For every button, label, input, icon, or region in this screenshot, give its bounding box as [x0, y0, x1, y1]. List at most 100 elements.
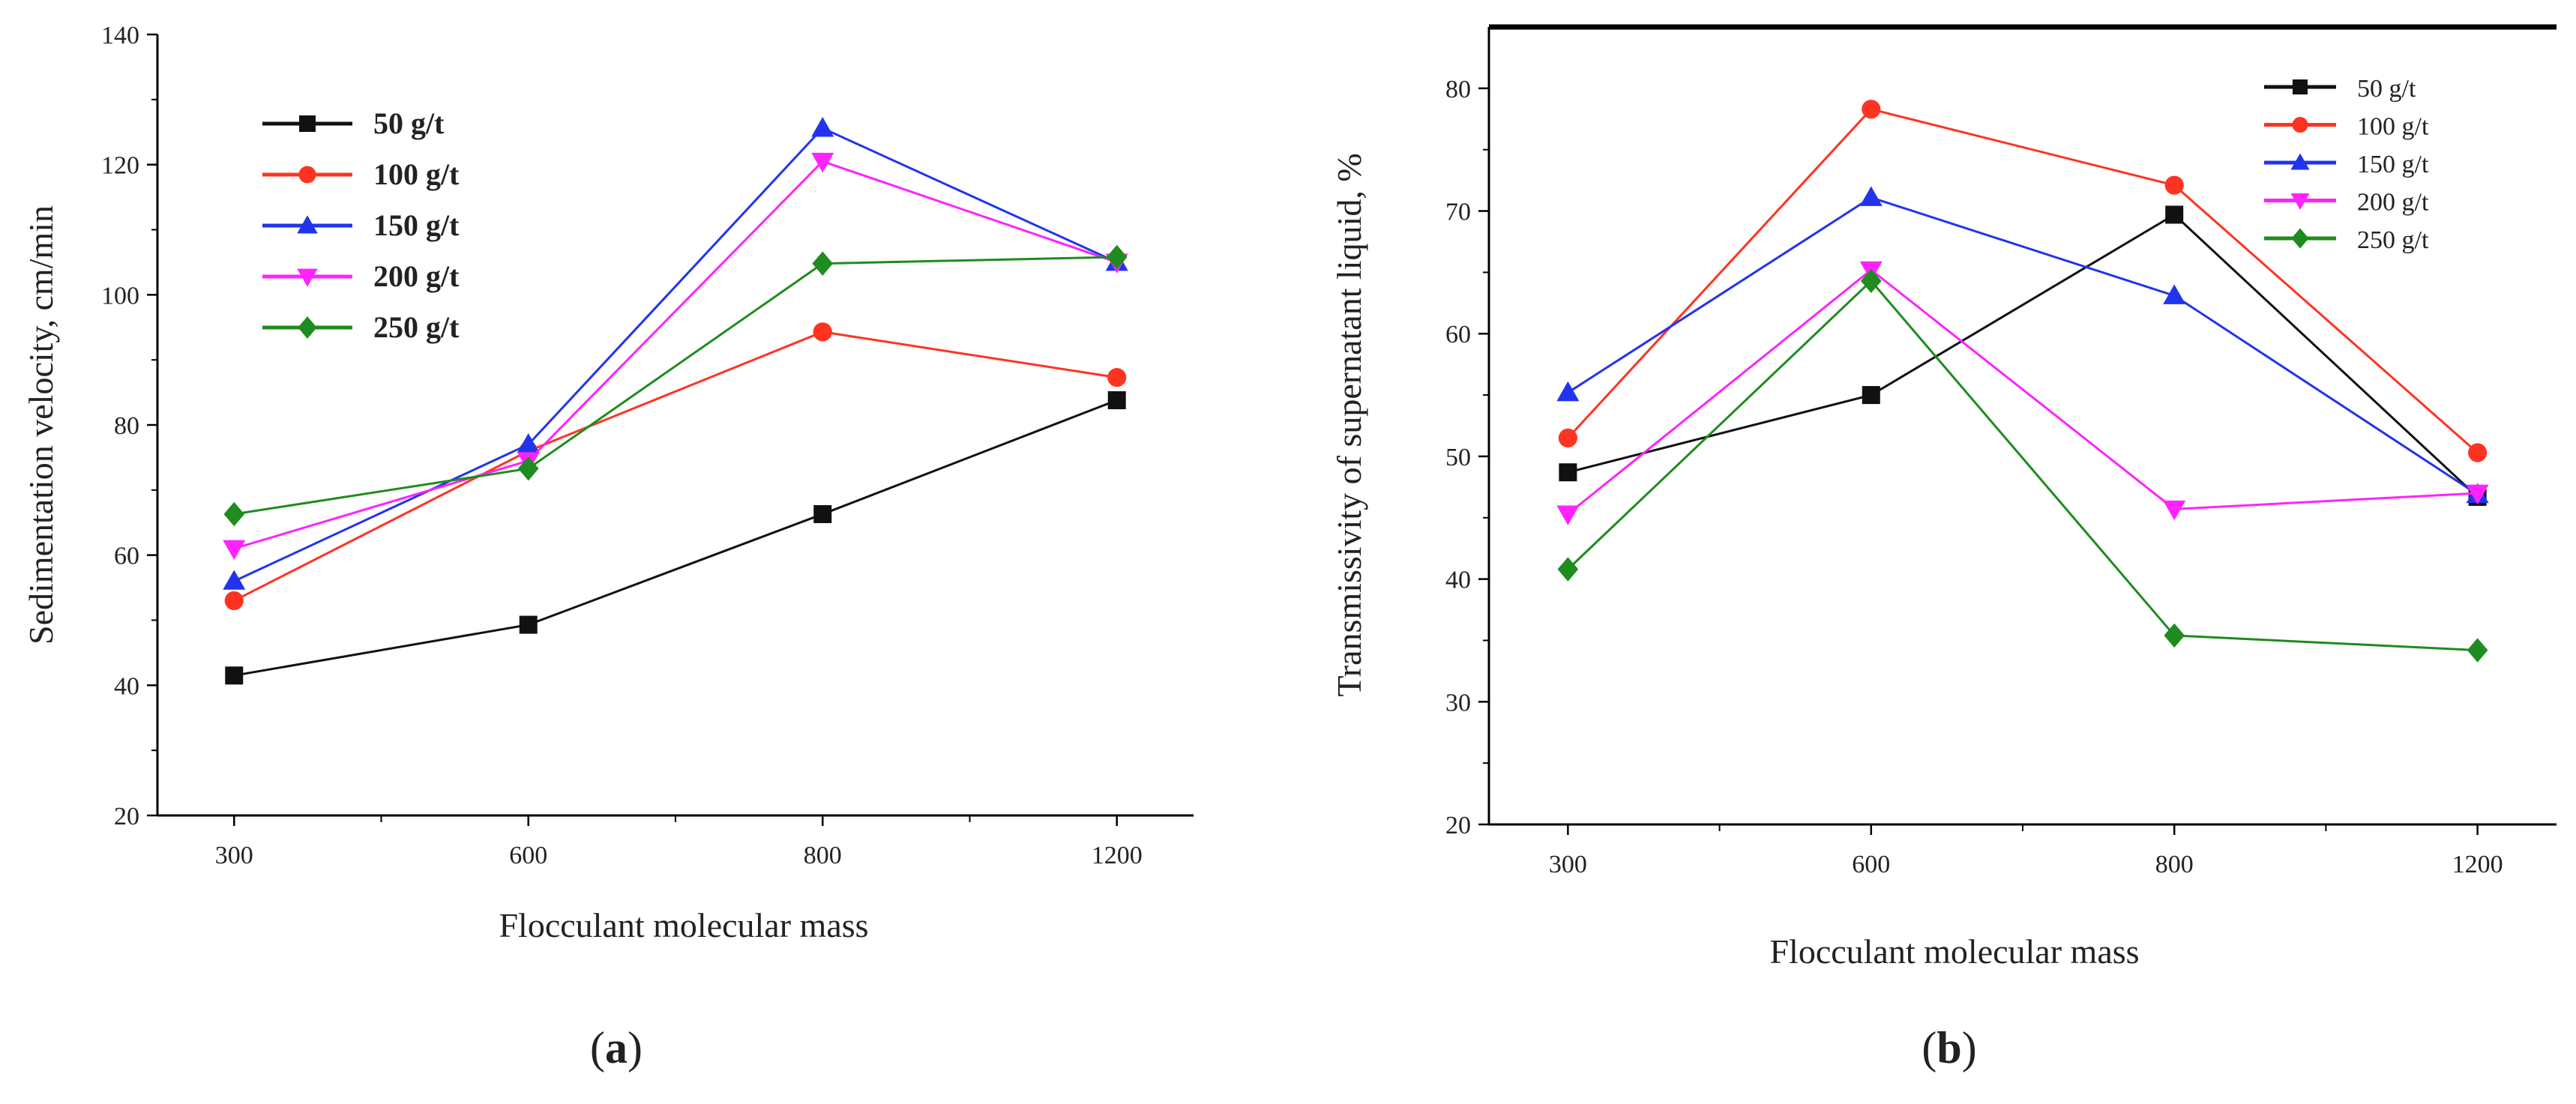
data-point	[2163, 500, 2186, 521]
series-line	[234, 399, 1118, 677]
x-tick-label: 300	[215, 842, 253, 869]
legend: 50 g/t 100 g/t 150 g/t 200 g/t 250 g/t	[262, 106, 460, 344]
legend-marker	[299, 115, 316, 132]
data-point	[1557, 557, 1579, 582]
x-axis-title: Flocculant molecular mass	[499, 906, 868, 944]
legend-label: 100 g/t	[2357, 113, 2429, 141]
data-point	[2466, 484, 2489, 505]
x-tick-label: 1200	[2452, 851, 2503, 878]
legend-marker	[297, 215, 318, 234]
data-point	[811, 152, 834, 173]
data-point	[2164, 175, 2184, 195]
series-50-g-t	[1559, 205, 2487, 506]
legend-marker	[2293, 79, 2308, 94]
series-50-g-t	[225, 391, 1126, 685]
x-tick-label: 800	[804, 842, 842, 869]
data-point	[223, 570, 246, 590]
data-point	[517, 456, 539, 481]
data-point	[1862, 386, 1880, 405]
y-tick-label: 80	[114, 412, 139, 440]
data-point	[1107, 368, 1127, 387]
panel-label: (a)	[590, 1023, 643, 1073]
legend-marker	[2290, 153, 2310, 170]
data-point	[1106, 244, 1128, 270]
data-point	[1556, 381, 1580, 402]
y-tick-label: 120	[101, 152, 139, 180]
x-axis-title: Flocculant molecular mass	[1769, 932, 2139, 971]
series-line	[233, 127, 1118, 582]
y-tick-label: 60	[1445, 321, 1471, 349]
data-point	[1559, 463, 1577, 482]
data-point	[813, 504, 832, 523]
legend-label: 250 g/t	[373, 310, 460, 344]
data-point	[225, 666, 244, 685]
y-axis-title: Sedimentation velocity, cm/min	[22, 205, 60, 645]
y-tick-label: 40	[114, 672, 139, 700]
y-tick-label: 40	[1445, 567, 1471, 594]
data-point	[2468, 443, 2488, 462]
legend-marker	[2291, 228, 2309, 249]
series-100-g-t	[1558, 100, 2488, 462]
legend: 50 g/t 100 g/t 150 g/t 200 g/t 250 g/t	[2264, 75, 2429, 254]
data-point	[2163, 284, 2186, 304]
x-tick-label: 1200	[1092, 842, 1143, 869]
x-tick-label: 600	[509, 842, 547, 869]
chart-panel-b: 20 30 40 50 60 70 80 300 600 800 1200 Flocculant mo…	[1330, 24, 2557, 1073]
series-250-g-t	[223, 244, 1128, 527]
legend-label: 50 g/t	[373, 106, 445, 140]
series-line	[234, 256, 1117, 516]
legend-label: 200 g/t	[373, 259, 460, 293]
data-point	[811, 117, 834, 137]
y-tick-label: 30	[1445, 689, 1471, 717]
panel-label: (b)	[1922, 1023, 1976, 1073]
data-point	[1859, 186, 1883, 206]
series-line	[1567, 196, 2479, 495]
y-tick-label: 100	[101, 282, 139, 310]
data-point	[2467, 638, 2488, 663]
legend-label: 250 g/t	[2357, 226, 2429, 254]
legend-label: 100 g/t	[373, 157, 460, 191]
series-line	[233, 160, 1118, 550]
y-axis-title: Transmissivity of supernatant liquid, %	[1330, 153, 1368, 696]
series-line	[1568, 213, 2479, 498]
legend-label: 150 g/t	[373, 208, 460, 242]
data-point	[224, 591, 244, 611]
data-point	[813, 322, 832, 342]
data-point	[2164, 623, 2185, 648]
data-point	[1860, 268, 1882, 294]
data-point	[1558, 428, 1577, 447]
series-line	[233, 331, 1117, 602]
y-tick-label: 70	[1445, 199, 1471, 226]
y-tick-label: 80	[1445, 76, 1471, 103]
series-150-g-t	[1556, 186, 2489, 504]
legend-marker	[298, 316, 317, 339]
y-tick-label: 20	[114, 803, 139, 830]
series-line	[1567, 279, 2478, 652]
data-point	[1556, 505, 1580, 525]
series-line	[1567, 108, 2479, 454]
series-200-g-t	[223, 152, 1128, 560]
y-tick-label: 140	[101, 22, 139, 49]
x-tick-label: 800	[2155, 851, 2194, 878]
y-tick-label: 60	[114, 543, 139, 570]
legend-marker	[298, 166, 316, 184]
series-200-g-t	[1556, 261, 2489, 525]
data-point	[223, 540, 246, 560]
y-tick-label: 50	[1445, 444, 1471, 471]
y-tick-label: 20	[1445, 812, 1471, 839]
series-250-g-t	[1557, 268, 2488, 663]
legend-label: 200 g/t	[2357, 189, 2429, 217]
series-line	[1567, 268, 2478, 516]
legend-marker	[2292, 117, 2308, 133]
x-tick-label: 300	[1549, 851, 1587, 878]
data-point	[1107, 391, 1126, 410]
data-point	[223, 501, 245, 527]
x-tick-label: 600	[1852, 851, 1890, 878]
legend-marker	[2290, 193, 2310, 210]
data-point	[519, 615, 538, 634]
data-point	[1862, 100, 1881, 119]
chart-panel-a: 20 40 60 80 100 120 140 300 600 800 1200 Flocculant…	[22, 22, 1194, 1073]
series-150-g-t	[223, 117, 1128, 590]
